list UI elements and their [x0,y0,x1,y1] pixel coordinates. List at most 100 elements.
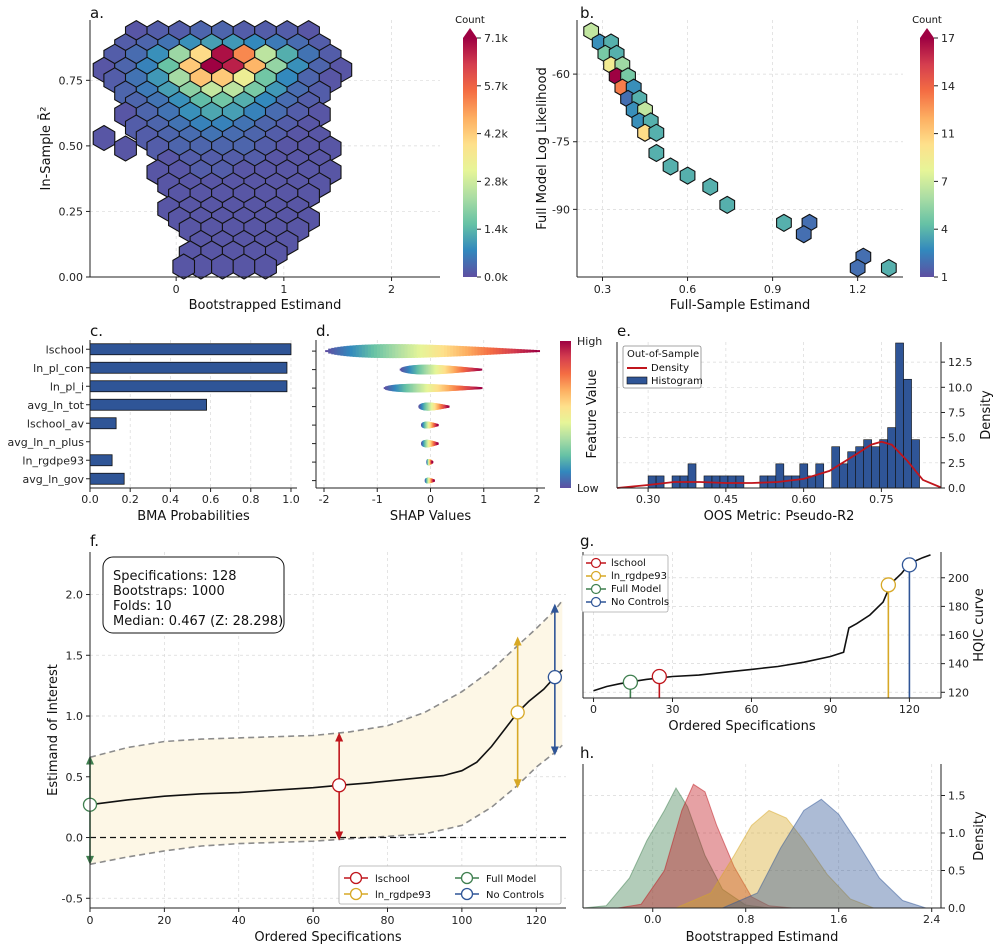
panel-e-xlabel: OOS Metric: Pseudo-R2 [704,509,855,524]
panel-f-annotation-box [102,556,285,634]
panel-d-shap-point [436,424,439,427]
panel-h-xtick-label: 2.4 [923,913,941,926]
panel-d-shap-point [361,344,367,358]
panel-a-hexbin [172,253,196,280]
panel-e-histogram-bar [911,439,920,489]
panel-f-marker-up-arrow [335,732,344,742]
panel-g-ytick-label: 180 [948,600,969,613]
panel-a-colorbar-tick-label: 1.4k [484,223,508,236]
panel-b-colorbar-tick-label: 7 [941,175,948,188]
panel-e-legend-title: Out-of-Sample [627,349,699,360]
panel-f-legend-swatch-marker [460,871,474,885]
panel-b-colorbar-title: Count [912,15,942,26]
panel-f-confidence-band [90,600,563,865]
panel-c-category-label: avg_ln_tot [27,399,84,412]
panel-d-shap-point [328,348,333,354]
panel-c-category-label: avg_ln_n_plus [8,436,85,449]
panel-a-colorbar-tick-label: 0.0k [484,271,508,284]
panel-g-xtick-label: 60 [744,703,758,716]
panel-h-density-area [617,783,793,909]
panel-b-hexbin [776,213,792,233]
panel-b-ytick-label: -75 [552,136,570,149]
panel-e-ytick-label: 0.0 [948,482,966,495]
panel-d-shap-point [325,350,330,353]
panel-d-shap-point [479,368,483,371]
panel-f-marker-point [510,705,525,720]
panel-g-ylabel: HQIC curve [972,588,987,661]
panel-d-shap-point [386,344,391,359]
panel-a-xtick-label: 1 [280,283,287,296]
panel-e-histogram-bar [655,475,665,489]
panel-e-xtick-label: 0.75 [869,493,894,506]
panel-d-shap-point [398,344,403,359]
panel-e-histogram-bar [903,378,912,489]
panel-d-xlabel: SHAP Values [390,509,472,524]
panel-f-median-line [89,669,563,806]
panel-c-xlabel: BMA Probabilities [137,509,250,524]
panel-g-legend-box [581,554,669,613]
panel-d-colorbar [560,341,571,488]
panel-f-annotation-line: Median: 0.467 (Z: 28.298) [113,614,283,629]
panel-f-legend-label: lschool [375,874,410,885]
panel-g-legend-label: No Controls [611,597,669,608]
panel-a-ylabel: In-Sample R̄² [39,107,54,191]
panel-d-shap-point [436,442,439,445]
panel-g-ytick-label: 120 [948,686,969,699]
panel-d-shap-point [428,344,434,358]
panel-e-xtick-label: 0.45 [714,493,739,506]
panel-f-legend-swatch-marker [349,871,363,885]
panel-a-hexbin [92,124,116,152]
panel-b-colorbar-tick-label: 11 [941,128,955,141]
panel-e-legend-histogram-swatch [626,376,648,385]
panel-d-shap-point [486,347,492,355]
panel-b-hexbin [679,166,696,185]
panel-d-shap-point [526,349,531,353]
panel-b-hexbin [849,258,866,278]
panel-c-bar [89,343,292,356]
panel-f-xtick-label: 60 [306,914,320,927]
panel-d-shap-point [474,346,480,356]
panel-e-histogram-bar [775,463,785,489]
panel-d-colorbar-high: High [577,335,602,348]
panel-c-bar [89,417,117,430]
panel-b-hexbin [795,225,812,244]
panel-e-histogram-bar [895,342,904,489]
panel-b-hexbin [583,22,600,41]
panel-d-shap-point [331,347,336,355]
panel-f-ytick-label: 1.5 [66,649,84,662]
panel-f-ylabel: Estimand of Interest [46,664,61,796]
panel-b-xtick-label: 0.9 [764,283,782,296]
panel-b-colorbar [920,38,934,277]
panel-h-ylabel: Density [972,811,987,861]
panel-e-histogram-bar [871,446,880,489]
panel-f-marker-point [547,669,562,685]
panel-e-density-line [616,440,942,489]
panel-f-upper-bound-line [89,600,563,759]
panel-d-shap-point [505,348,510,354]
panel-g-ytick-label: 140 [948,658,969,671]
panel-a-ytick-label: 0.75 [59,74,84,87]
panel-h-density-area [722,798,927,909]
panel-e-ytick-label: 10.0 [948,381,973,394]
panel-a-xtick-label: 2 [388,283,395,296]
panel-d-shap-point [480,347,486,356]
panel-c-xtick-label: 0.0 [81,493,99,506]
panel-g-legend-swatch-marker [590,583,602,595]
panel-f-xtick-label: 40 [232,914,246,927]
panel-h-xtick-label: 0.8 [737,913,755,926]
panel-g-marker-point [901,557,918,573]
panel-a-colorbar [463,38,477,277]
panel-b-colorbar-extend-arrow [920,28,934,38]
panel-g-xtick-label: 30 [666,703,680,716]
panel-d-shap-point [425,344,431,358]
panel-g-xtick-label: 90 [823,703,837,716]
panel-d-shap-point [431,344,437,358]
panel-d-shap-point [468,346,473,356]
panel-d-shap-point [444,345,449,357]
panel-g-legend-swatch-marker [590,596,602,608]
panel-a-ytick-label: 0.25 [59,205,84,218]
panel-f-legend-label: No Controls [486,890,544,901]
panel-e-label: e. [617,322,631,340]
panel-d-shap-point [479,387,483,390]
panel-d-shap-point [441,345,446,357]
